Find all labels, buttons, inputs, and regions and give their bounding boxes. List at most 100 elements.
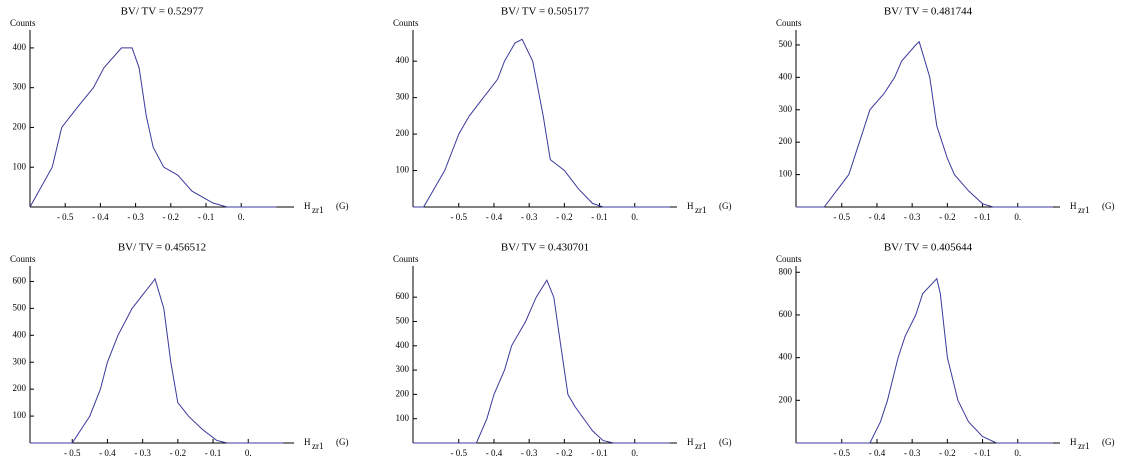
data-line — [30, 277, 284, 444]
x-tick-label: - 0.5 — [57, 212, 74, 222]
x-axis-unit: (G) — [336, 437, 349, 447]
y-tick-label: 200 — [13, 383, 27, 393]
x-tick-label: - 0.5 — [834, 448, 851, 458]
x-tick-label: 0. — [1014, 448, 1021, 458]
y-tick-label: 100 — [779, 169, 793, 179]
x-axis-label: H — [687, 201, 694, 211]
panel: BV/ TV = 0.481744 Counts H zr1 (G) 100 200 300 4… — [776, 6, 1115, 223]
y-tick-label: 200 — [13, 122, 27, 132]
x-tick-label: - 0.2 — [939, 448, 956, 458]
x-tick-label: - 0.3 — [904, 212, 921, 222]
y-tick-label: 100 — [13, 161, 27, 171]
x-tick-label: - 0.3 — [127, 212, 144, 222]
chart-title: BV/ TV = 0.505177 — [501, 6, 590, 18]
y-tick-label: 100 — [13, 410, 27, 420]
x-axis-label: H — [304, 437, 311, 447]
y-tick-label: 200 — [779, 136, 793, 146]
y-tick-label: 800 — [779, 266, 793, 276]
chart-title: BV/ TV = 0.481744 — [884, 6, 973, 18]
y-axis-label: Counts — [393, 254, 419, 264]
x-tick-label: - 0.3 — [521, 212, 538, 222]
x-axis-unit: (G) — [336, 201, 349, 211]
x-axis-label-sub: zr1 — [695, 441, 707, 451]
x-tick-label: - 0.3 — [521, 448, 538, 458]
x-tick-label: - 0.3 — [134, 448, 151, 458]
x-tick-label: - 0.5 — [64, 448, 81, 458]
x-axis-unit: (G) — [719, 201, 732, 211]
x-tick-label: 0. — [238, 212, 245, 222]
data-line — [29, 47, 277, 208]
x-tick-label: - 0.5 — [834, 212, 851, 222]
y-tick-label: 400 — [396, 340, 410, 350]
y-tick-label: 400 — [779, 71, 793, 81]
x-tick-label: - 0.1 — [974, 212, 991, 222]
y-axis-label: Counts — [10, 254, 36, 264]
x-tick-label: - 0.1 — [974, 448, 991, 458]
x-tick-label: - 0.1 — [591, 212, 608, 222]
y-tick-label: 500 — [13, 302, 27, 312]
x-axis-label-sub: zr1 — [1078, 205, 1090, 215]
data-line — [413, 38, 670, 208]
chart-title: BV/ TV = 0.430701 — [501, 242, 589, 254]
y-axis-label: Counts — [776, 254, 802, 264]
y-tick-label: 600 — [13, 276, 27, 286]
x-axis-label: H — [1070, 437, 1077, 447]
x-tick-label: 0. — [631, 212, 638, 222]
x-axis-label: H — [687, 437, 694, 447]
panel: BV/ TV = 0.456512 Counts H zr1 (G) 100 200 300 4… — [10, 242, 349, 459]
x-tick-label: 0. — [1014, 212, 1021, 222]
x-tick-label: - 0.4 — [99, 448, 116, 458]
x-tick-label: - 0.5 — [451, 212, 468, 222]
x-tick-label: - 0.4 — [869, 448, 886, 458]
panel: BV/ TV = 0.505177 Counts H zr1 (G) 100 200 300 4… — [393, 6, 732, 223]
y-tick-label: 600 — [396, 291, 410, 301]
y-axis-label: Counts — [776, 18, 802, 28]
x-axis-label: H — [1070, 201, 1077, 211]
x-tick-label: - 0.2 — [556, 448, 573, 458]
y-tick-label: 300 — [13, 82, 27, 92]
x-axis-unit: (G) — [1102, 437, 1115, 447]
x-tick-label: - 0.1 — [198, 212, 215, 222]
y-tick-label: 200 — [779, 394, 793, 404]
x-axis-label-sub: zr1 — [695, 205, 707, 215]
x-tick-label: - 0.4 — [869, 212, 886, 222]
y-tick-label: 600 — [779, 309, 793, 319]
data-line — [796, 40, 1053, 208]
x-axis-label-sub: zr1 — [1078, 441, 1090, 451]
x-axis-label: H — [304, 201, 311, 211]
y-tick-label: 200 — [396, 388, 410, 398]
y-tick-label: 300 — [779, 104, 793, 114]
y-tick-label: 300 — [396, 364, 410, 374]
panel: BV/ TV = 0.430701 Counts H zr1 (G) 100 200 300 4… — [393, 242, 732, 459]
chart-title: BV/ TV = 0.52977 — [121, 6, 204, 18]
panel: BV/ TV = 0.405644 Counts H zr1 (G) 200 400 600 8… — [776, 242, 1115, 459]
x-tick-label: - 0.2 — [163, 212, 180, 222]
x-tick-label: - 0.4 — [486, 448, 503, 458]
y-tick-label: 100 — [396, 165, 410, 175]
y-tick-label: 400 — [13, 329, 27, 339]
x-axis-unit: (G) — [1102, 201, 1115, 211]
x-tick-label: - 0.2 — [556, 212, 573, 222]
y-tick-label: 500 — [396, 316, 410, 326]
x-axis-label-sub: zr1 — [312, 205, 324, 215]
y-tick-label: 500 — [779, 39, 793, 49]
chart-title: BV/ TV = 0.456512 — [118, 242, 206, 254]
chart-title: BV/ TV = 0.405644 — [884, 242, 973, 254]
data-line — [413, 279, 670, 444]
y-axis-label: Counts — [393, 18, 419, 28]
x-axis-unit: (G) — [719, 437, 732, 447]
x-tick-label: - 0.1 — [591, 448, 608, 458]
x-axis-label-sub: zr1 — [312, 441, 324, 451]
panel: BV/ TV = 0.52977 Counts H zr1 (G) 100 200 300 40… — [10, 6, 349, 223]
y-tick-label: 100 — [396, 413, 410, 423]
y-tick-label: 300 — [396, 92, 410, 102]
y-tick-label: 400 — [396, 55, 410, 65]
y-axis-label: Counts — [10, 18, 36, 28]
x-tick-label: - 0.5 — [451, 448, 468, 458]
y-tick-label: 300 — [13, 356, 27, 366]
x-tick-label: - 0.3 — [904, 448, 921, 458]
y-tick-label: 200 — [396, 128, 410, 138]
x-tick-label: 0. — [631, 448, 638, 458]
